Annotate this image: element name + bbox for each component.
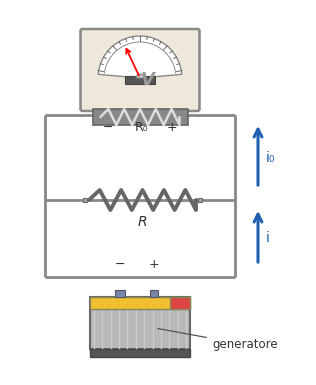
Text: V: V [141, 71, 155, 89]
Bar [90, 297, 190, 309]
Bar [93, 109, 187, 125]
Text: i: i [266, 231, 270, 246]
Bar [83, 198, 87, 202]
Text: generatore: generatore [158, 328, 278, 351]
Text: +: + [167, 121, 177, 134]
Text: R: R [138, 215, 147, 229]
Bar [90, 297, 190, 349]
Wedge shape [98, 36, 182, 78]
Bar [115, 290, 125, 297]
Text: R₀: R₀ [135, 121, 149, 134]
Bar [90, 349, 190, 357]
Bar [170, 297, 190, 309]
Text: −: − [115, 258, 125, 271]
Text: i₀: i₀ [266, 151, 275, 164]
FancyBboxPatch shape [81, 29, 199, 111]
Text: +: + [149, 258, 159, 271]
Wedge shape [136, 74, 144, 78]
Text: −: − [103, 121, 113, 134]
Bar [125, 76, 155, 84]
Bar [198, 198, 202, 202]
Bar [150, 290, 158, 297]
